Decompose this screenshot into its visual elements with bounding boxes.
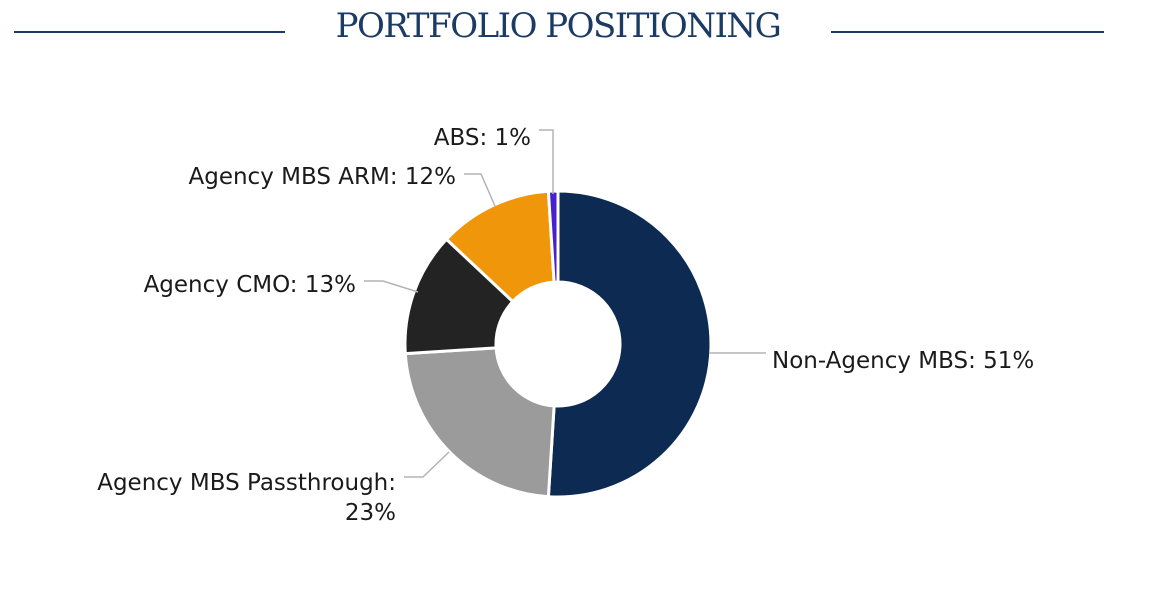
data-label-line: ABS: 1% (434, 125, 531, 151)
data-label-line: 23% (345, 500, 396, 526)
leader-line-agency-mbs-arm (464, 173, 496, 207)
title-rule-left (14, 31, 285, 33)
slice-agency-mbs-passthrough (403, 346, 556, 499)
slice-non-agency-mbs (546, 189, 713, 499)
data-label-line: Agency CMO: 13% (144, 272, 356, 298)
chart-title: PORTFOLIO POSITIONING (335, 6, 782, 46)
slice-agency-cmo (403, 237, 515, 356)
data-label-abs: ABS: 1% (434, 125, 531, 151)
data-label-line: Non-Agency MBS: 51% (772, 348, 1034, 374)
chart-labels: Non-Agency MBS: 51% Agency MBS Passthroug… (97, 125, 1034, 526)
data-label-non-agency-mbs: Non-Agency MBS: 51% (772, 348, 1034, 374)
data-label-agency-mbs-arm: Agency MBS ARM: 12% (189, 164, 457, 190)
data-label-agency-cmo: Agency CMO: 13% (144, 272, 356, 298)
leader-line-agency-mbs-passthrough (404, 451, 450, 478)
chart-slices (403, 189, 713, 499)
slice-abs (546, 189, 560, 284)
data-label-line: Agency MBS Passthrough: (97, 470, 396, 496)
header: PORTFOLIO POSITIONING (0, 0, 1174, 62)
leader-line-abs (539, 129, 554, 194)
data-label-line: Agency MBS ARM: 12% (189, 164, 457, 190)
leader-line-agency-cmo (364, 280, 419, 293)
data-label-agency-mbs-passthrough: Agency MBS Passthrough: 23% (97, 470, 396, 526)
chart-leader-lines (364, 129, 766, 478)
title-rule-right (831, 31, 1104, 33)
